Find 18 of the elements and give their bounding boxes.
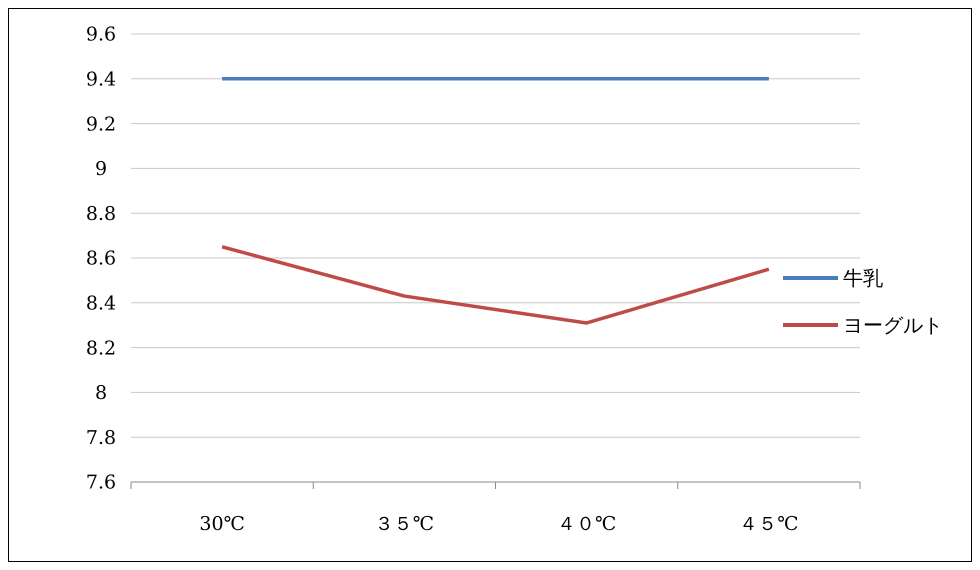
legend-label: ヨーグルト bbox=[843, 313, 943, 337]
x-tick-label: ３５℃ bbox=[374, 513, 434, 535]
y-tick-label: 9.2 bbox=[86, 113, 116, 136]
y-tick-label: 7.6 bbox=[86, 472, 116, 494]
legend-label: 牛乳 bbox=[843, 266, 883, 290]
line-series bbox=[220, 245, 771, 325]
y-tick-label: 9 bbox=[94, 158, 108, 180]
y-tick-label: 9.6 bbox=[86, 24, 116, 46]
y-tick-label: 8.2 bbox=[86, 337, 116, 360]
y-tick-label: 9.4 bbox=[86, 68, 116, 90]
y-tick-label: 8.6 bbox=[86, 248, 116, 270]
x-tick-label: 30℃ bbox=[199, 513, 245, 535]
y-tick-label: 7.8 bbox=[86, 426, 116, 449]
x-tick-label: ４５℃ bbox=[739, 513, 799, 535]
y-tick-label: 8.8 bbox=[86, 202, 116, 225]
y-tick-label: 8.4 bbox=[86, 292, 116, 314]
y-tick-label: 8 bbox=[94, 382, 108, 404]
x-tick-label: ４０℃ bbox=[556, 513, 616, 535]
